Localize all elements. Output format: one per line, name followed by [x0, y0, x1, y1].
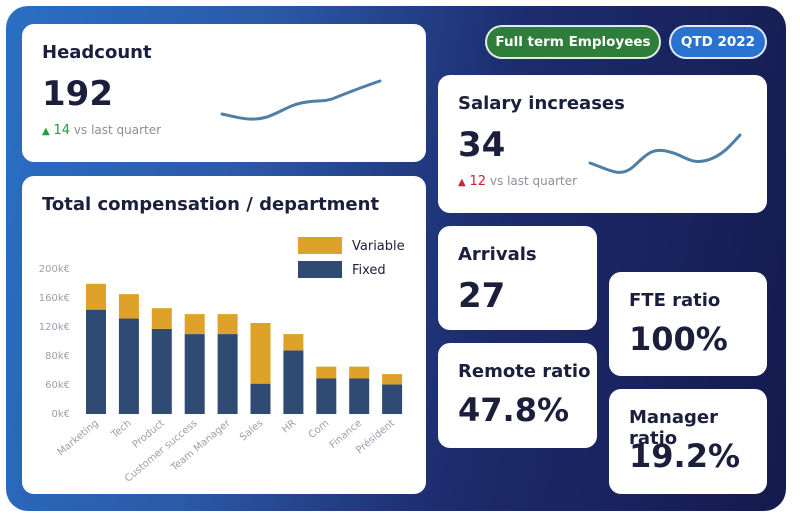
bar-fixed [184, 334, 205, 414]
fte-value: 100% [629, 320, 728, 358]
headcount-delta-text: vs last quarter [73, 123, 162, 137]
bar-fixed [118, 318, 139, 414]
x-tick-label: Marketing [56, 418, 101, 458]
legend-variable-swatch [298, 237, 342, 254]
bar-fixed [86, 309, 106, 414]
headcount-title: Headcount [42, 42, 152, 63]
y-tick-label: 120k€ [39, 322, 70, 333]
bar-fixed [349, 378, 370, 414]
bar-variable [349, 366, 370, 379]
bar-fixed [316, 378, 337, 414]
salary-delta-text: vs last quarter [489, 174, 578, 188]
headcount-delta: ▲ 14 vs last quarter [42, 123, 161, 138]
x-tick-label: HR [280, 418, 298, 436]
bar-fixed [382, 384, 403, 414]
y-tick-label: 60k€ [45, 380, 70, 391]
salary-delta: ▲ 12 vs last quarter [458, 174, 577, 189]
manager-ratio-card: Manager ratio 19.2% [609, 389, 767, 494]
salary-sparkline [588, 133, 742, 174]
bar-variable [250, 322, 271, 384]
bar-variable [151, 308, 172, 329]
triangle-up-icon: ▲ [42, 126, 50, 137]
bar-fixed [217, 334, 238, 414]
bar-fixed [151, 328, 172, 414]
y-tick-label: 160k€ [39, 293, 70, 304]
fte-ratio-card: FTE ratio 100% [609, 272, 767, 376]
x-tick-label: Team Manager [168, 417, 233, 474]
y-tick-label: 200k€ [39, 264, 70, 275]
salary-title: Salary increases [458, 93, 625, 114]
employees-filter-button[interactable]: Full term Employees [485, 25, 661, 59]
manager-value: 19.2% [629, 437, 741, 475]
salary-value: 34 [458, 125, 506, 165]
salary-increases-card: Salary increases 34 ▲ 12 vs last quarter [438, 75, 767, 213]
bar-fixed [283, 350, 304, 414]
bar-variable [86, 283, 106, 310]
arrivals-card: Arrivals 27 [438, 226, 597, 330]
bar-fixed [250, 383, 271, 414]
fte-title: FTE ratio [629, 290, 721, 311]
remote-ratio-card: Remote ratio 47.8% [438, 343, 597, 448]
y-tick-label: 0k€ [51, 409, 70, 420]
remote-title: Remote ratio [458, 361, 591, 382]
remote-value: 47.8% [458, 391, 570, 429]
y-tick-label: 80k€ [45, 351, 70, 362]
headcount-delta-value: 14 [53, 123, 71, 138]
x-tick-label: Sales [238, 418, 265, 444]
x-tick-label: Tech [109, 418, 134, 441]
salary-delta-value: 12 [469, 174, 487, 189]
arrivals-title: Arrivals [458, 244, 537, 265]
headcount-sparkline [220, 79, 382, 121]
legend-fixed-swatch [298, 261, 342, 278]
bar-variable [283, 334, 304, 351]
chart-title: Total compensation / department [42, 194, 380, 215]
arrivals-value: 27 [458, 276, 506, 316]
bar-variable [382, 374, 403, 385]
bar-variable [316, 366, 337, 379]
triangle-up-icon: ▲ [458, 177, 466, 188]
legend-variable-label: Variable [352, 239, 405, 254]
headcount-value: 192 [42, 74, 113, 114]
manager-title: Manager ratio [629, 407, 718, 449]
legend-fixed-label: Fixed [352, 263, 386, 278]
compensation-chart: 0k€60k€80k€120k€160k€200k€Marketing TechP… [39, 237, 405, 485]
bar-variable [217, 314, 238, 335]
period-filter-button[interactable]: QTD 2022 [669, 25, 767, 59]
headcount-card: Headcount 192 ▲ 14 vs last quarter [22, 24, 426, 162]
bar-variable [184, 314, 205, 335]
bar-variable [118, 294, 139, 319]
x-tick-label: Com [307, 418, 332, 441]
